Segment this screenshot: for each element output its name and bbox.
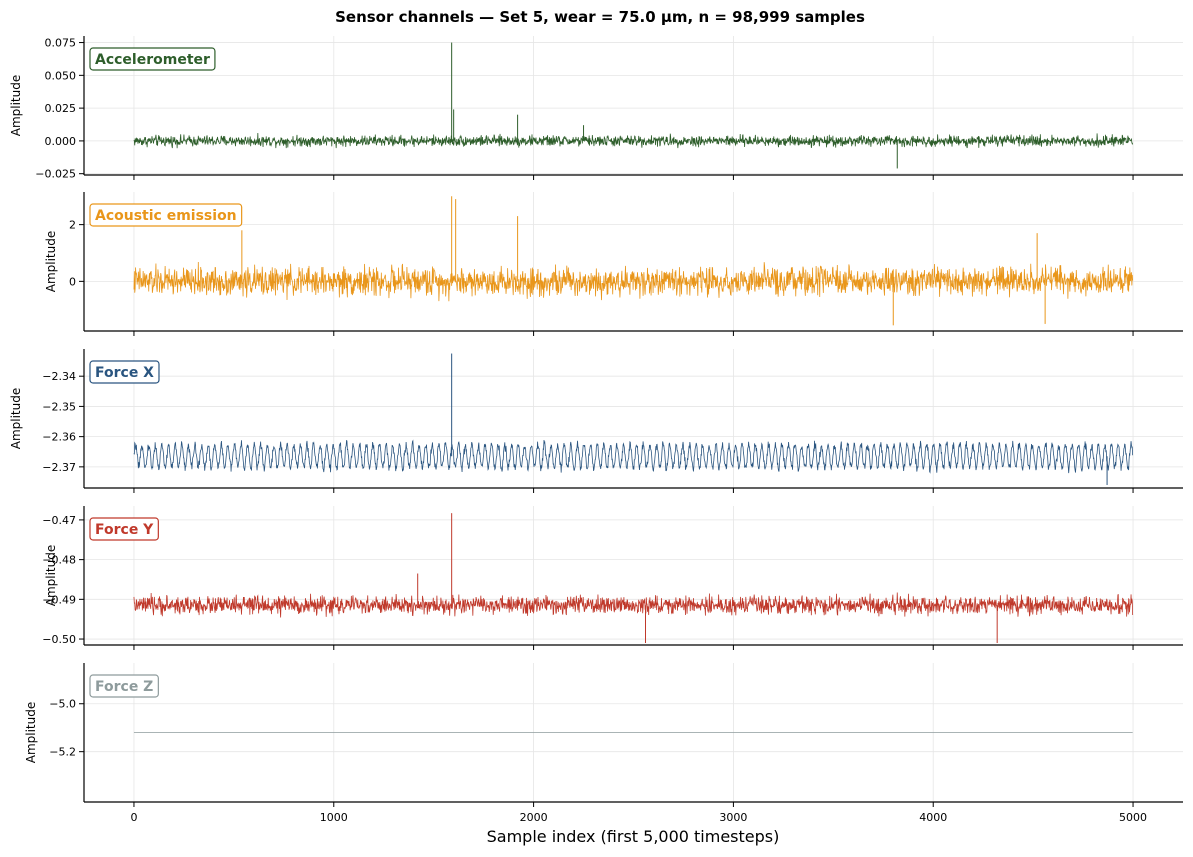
y-tick-label: 0.050 — [45, 69, 77, 82]
series-badge — [89, 203, 243, 227]
signal-line — [133, 592, 1134, 618]
y-tick-label: 0 — [69, 275, 76, 288]
y-axis-label: Amplitude — [9, 75, 23, 137]
y-tick-label: −0.48 — [42, 554, 76, 567]
y-tick-label: −0.025 — [35, 168, 76, 181]
y-tick-label: −5.2 — [49, 746, 76, 759]
x-tick-label: 4000 — [919, 811, 947, 824]
y-axis-label: Amplitude — [44, 231, 58, 293]
y-axis-label: Amplitude — [24, 702, 38, 764]
panel-force-z: −5.0 −5.2 Amplitude Force Z — [24, 663, 1183, 807]
panel-acoustic-emission: 2 0 Amplitude Acoustic emission — [44, 192, 1183, 336]
x-tick-label: 5000 — [1119, 811, 1147, 824]
panel-force-y: −0.47 −0.48 −0.49 −0.50 Amplitude Force Y — [42, 506, 1183, 650]
y-tick-label: −0.47 — [42, 514, 76, 527]
signal-line — [133, 261, 1134, 302]
y-tick-label: −0.50 — [42, 633, 76, 646]
series-badge-label: Force X — [95, 365, 154, 381]
y-tick-label: −2.36 — [42, 431, 76, 444]
panel-force-x: −2.34 −2.35 −2.36 −2.37 Amplitude Force X — [9, 349, 1183, 493]
y-tick-label: −2.35 — [42, 400, 76, 413]
y-axis-label: Amplitude — [44, 545, 58, 607]
y-tick-label: −2.34 — [42, 370, 76, 383]
y-tick-label: −2.37 — [42, 461, 76, 474]
x-tick-label: 2000 — [520, 811, 548, 824]
x-tick-label: 0 — [130, 811, 137, 824]
chart-title: Sensor channels — Set 5, wear = 75.0 µm,… — [335, 8, 865, 26]
series-badge — [89, 674, 159, 698]
panel-accelerometer: 0.075 0.050 0.025 0.000 −0.025 Amplitude Accel… — [9, 36, 1183, 181]
series-badge-label: Force Y — [95, 522, 154, 538]
x-axis-label: Sample index (first 5,000 timesteps) — [487, 827, 780, 846]
panels-group: 0.075 0.050 0.025 0.000 −0.025 Amplitude Accel… — [9, 36, 1183, 824]
series-badge — [89, 360, 160, 384]
y-tick-label: −0.49 — [42, 593, 76, 606]
y-tick-label: −5.0 — [49, 698, 76, 711]
signal-line — [133, 439, 1134, 474]
series-badge-label: Accelerometer — [95, 52, 210, 68]
x-tick-label: 3000 — [719, 811, 747, 824]
y-tick-label: 0.025 — [45, 102, 77, 115]
series-badge-label: Acoustic emission — [95, 208, 237, 224]
series-badge — [89, 47, 216, 71]
x-tick-label: 1000 — [320, 811, 348, 824]
series-badge — [89, 517, 159, 541]
y-tick-label: 0.000 — [45, 135, 77, 148]
y-tick-label: 0.075 — [45, 37, 77, 50]
series-badge-label: Force Z — [95, 679, 153, 695]
y-axis-label: Amplitude — [9, 388, 23, 450]
signal-line — [133, 132, 1134, 149]
y-tick-label: 2 — [69, 219, 76, 232]
